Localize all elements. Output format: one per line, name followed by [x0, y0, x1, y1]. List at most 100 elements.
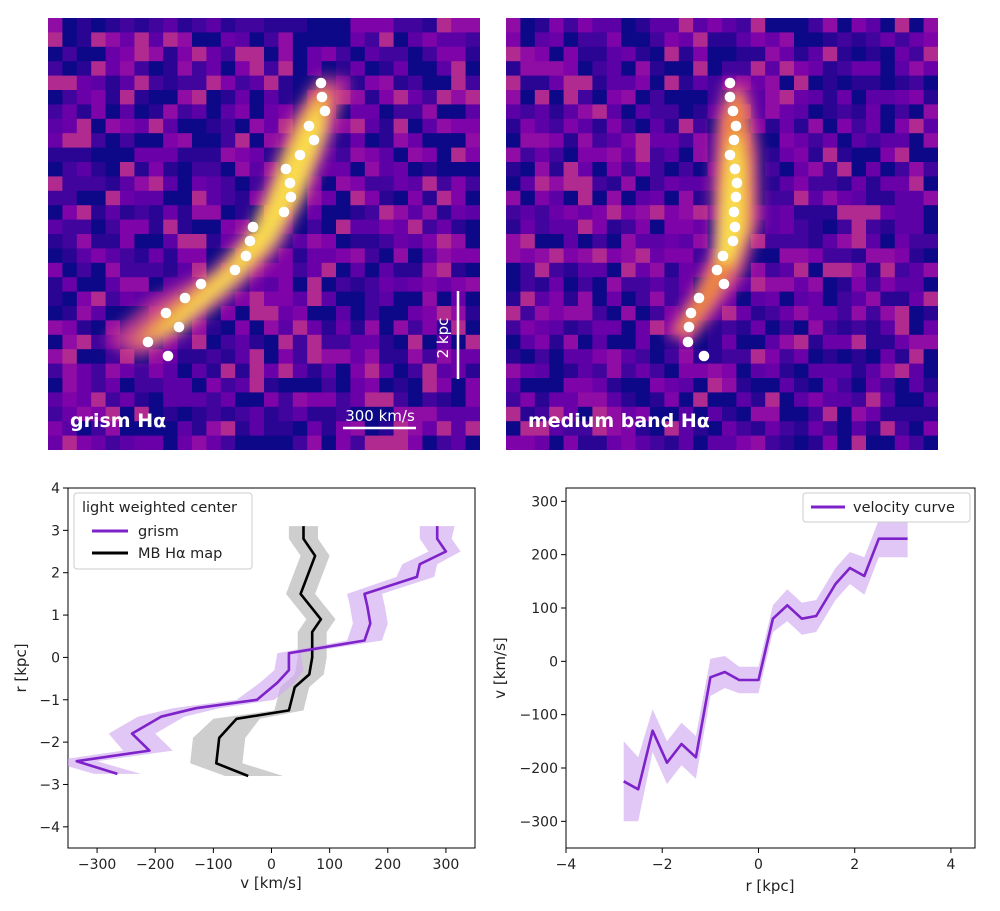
image-pixel: [606, 162, 622, 177]
image-pixel: [822, 75, 838, 91]
image-pixel: [563, 334, 579, 350]
velocity-scalebar-label: 300 km/s: [345, 407, 415, 425]
image-pixel: [307, 320, 323, 336]
image-pixel: [664, 118, 680, 134]
image-pixel: [779, 378, 795, 393]
image-pixel: [779, 320, 795, 336]
image-pixel: [650, 349, 665, 365]
image-pixel: [451, 234, 467, 249]
image-pixel: [563, 234, 579, 249]
image-pixel: [48, 349, 63, 365]
image-pixel: [794, 18, 809, 33]
image-pixel: [750, 334, 766, 350]
image-pixel: [520, 133, 536, 149]
image-pixel: [808, 363, 824, 379]
image-pixel: [364, 147, 380, 163]
image-pixel: [923, 46, 938, 62]
image-pixel: [520, 262, 536, 278]
image-pixel: [350, 334, 366, 350]
center-point: [729, 163, 741, 175]
image-pixel: [534, 133, 550, 149]
image-pixel: [909, 18, 925, 33]
image-pixel: [534, 378, 550, 393]
image-pixel: [606, 349, 622, 365]
image-pixel: [765, 406, 781, 422]
image-pixel: [650, 176, 665, 192]
image-pixel: [722, 320, 737, 336]
image-pixel: [621, 277, 637, 293]
image-pixel: [722, 435, 737, 450]
image-pixel: [364, 46, 380, 62]
image-pixel: [578, 320, 593, 336]
image-pixel: [177, 61, 193, 77]
image-pixel: [336, 320, 351, 336]
image-pixel: [880, 291, 896, 307]
image-pixel: [520, 392, 536, 408]
image-pixel: [678, 104, 694, 120]
image-pixel: [62, 75, 78, 91]
image-pixel: [779, 349, 795, 365]
image-pixel: [451, 205, 467, 221]
image-pixel: [851, 248, 867, 264]
image-pixel: [206, 104, 222, 120]
image-pixel: [177, 190, 193, 206]
image-pixel: [321, 378, 337, 393]
image-pixel: [134, 392, 150, 408]
image-pixel: [76, 61, 92, 77]
image-pixel: [909, 75, 925, 91]
image-pixel: [592, 104, 608, 120]
image-pixel: [578, 306, 593, 321]
image-pixel: [808, 334, 824, 350]
image-pixel: [880, 435, 896, 450]
image-pixel: [264, 421, 279, 437]
image-pixel: [278, 349, 294, 365]
image-pixel: [678, 248, 694, 264]
image-pixel: [465, 291, 480, 307]
image-pixel: [693, 46, 709, 62]
image-pixel: [220, 104, 236, 120]
image-pixel: [163, 162, 179, 177]
image-pixel: [192, 176, 207, 192]
image-pixel: [592, 349, 608, 365]
y-tick-label: 4: [51, 481, 60, 497]
image-pixel: [206, 234, 222, 249]
image-pixel: [48, 75, 63, 91]
image-pixel: [765, 190, 781, 206]
image-pixel: [822, 118, 838, 134]
image-pixel: [506, 46, 521, 62]
image-pixel: [220, 18, 236, 33]
image-pixel: [635, 392, 651, 408]
image-pixel: [422, 118, 438, 134]
image-pixel: [549, 277, 565, 293]
image-pixel: [765, 378, 781, 393]
image-pixel: [923, 306, 938, 321]
image-pixel: [163, 90, 179, 105]
image-pixel: [436, 133, 452, 149]
image-pixel: [436, 162, 452, 177]
image-pixel: [364, 363, 380, 379]
image-pixel: [62, 306, 78, 321]
image-pixel: [678, 90, 694, 105]
image-pixel: [635, 334, 651, 350]
image-pixel: [379, 349, 395, 365]
image-pixel: [678, 277, 694, 293]
image-pixel: [549, 46, 565, 62]
image-pixel: [76, 32, 92, 48]
image-pixel: [91, 306, 107, 321]
center-point: [730, 120, 742, 132]
image-pixel: [134, 205, 150, 221]
image-pixel: [650, 18, 665, 33]
image-pixel: [408, 18, 423, 33]
image-pixel: [578, 291, 593, 307]
image-pixel: [62, 90, 78, 105]
image-pixel: [794, 90, 809, 105]
image-pixel: [606, 190, 622, 206]
image-pixel: [664, 406, 680, 422]
image-pixel: [436, 18, 452, 33]
image-pixel: [220, 435, 236, 450]
image-pixel: [148, 262, 164, 278]
image-pixel: [120, 61, 135, 77]
image-pixel: [822, 435, 838, 450]
image-pixel: [779, 406, 795, 422]
image-pixel: [379, 133, 395, 149]
